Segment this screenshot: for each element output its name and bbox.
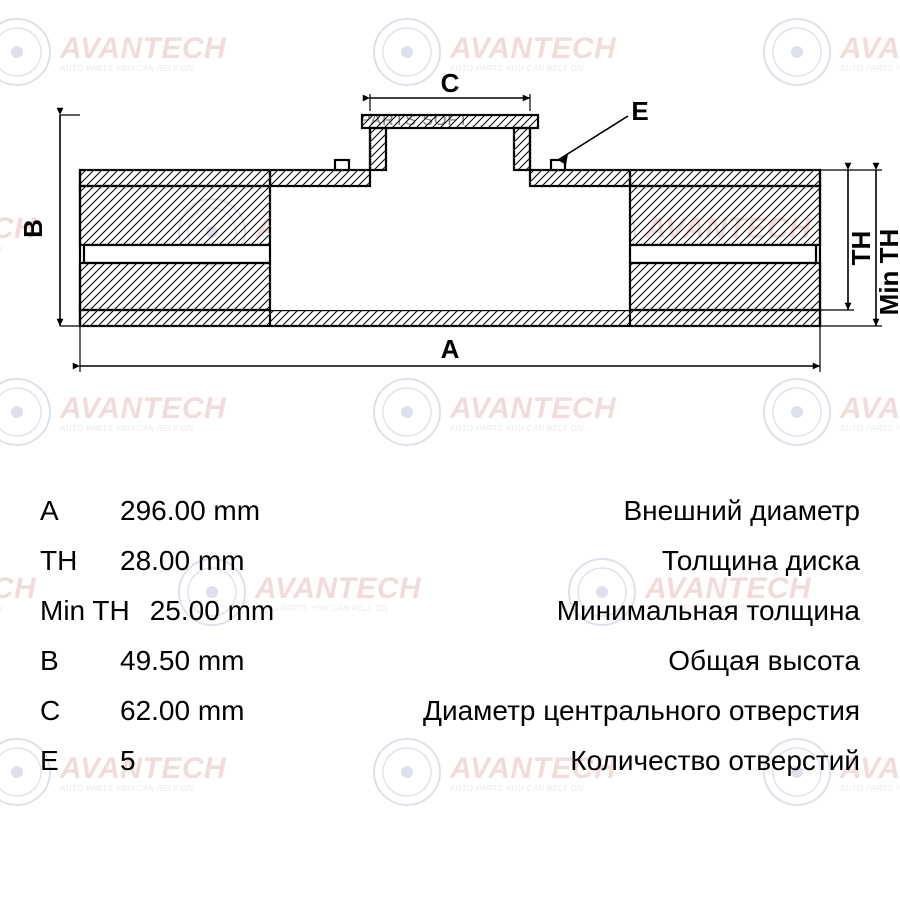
spec-row: C 62.00 mm Диаметр центрального отверсти… — [40, 695, 860, 727]
spec-value: 62.00 mm — [120, 695, 245, 727]
svg-text:C: C — [441, 68, 460, 98]
spec-code: B — [40, 645, 100, 677]
spec-value: 296.00 mm — [120, 495, 260, 527]
svg-text:TH: TH — [846, 231, 876, 266]
spec-code: Min TH — [40, 595, 130, 627]
spec-value: 49.50 mm — [120, 645, 245, 677]
svg-text:E: E — [631, 96, 648, 126]
spec-desc: Количество отверстий — [136, 745, 860, 777]
spec-desc: Толщина диска — [245, 545, 861, 577]
spec-row: E 5 Количество отверстий — [40, 745, 860, 777]
spec-value: 28.00 mm — [120, 545, 245, 577]
spec-row: Min TH 25.00 mm Минимальная толщина — [40, 595, 860, 627]
spec-value: 25.00 mm — [150, 595, 275, 627]
spec-code: TH — [40, 545, 100, 577]
spec-row: TH 28.00 mm Толщина диска — [40, 545, 860, 577]
spec-desc: Диаметр центрального отверстия — [245, 695, 861, 727]
content-layer: PARTS SOFT CEBATHMin TH A 296.00 mm Внеш… — [0, 0, 900, 900]
spec-row: A 296.00 mm Внешний диаметр — [40, 495, 860, 527]
svg-text:B: B — [18, 219, 48, 238]
spec-desc: Минимальная толщина — [274, 595, 860, 627]
svg-text:A: A — [441, 334, 460, 364]
spec-row: B 49.50 mm Общая высота — [40, 645, 860, 677]
spec-code: C — [40, 695, 100, 727]
specs-table: A 296.00 mm Внешний диаметр TH 28.00 mm … — [40, 495, 860, 795]
spec-code: A — [40, 495, 100, 527]
svg-text:Min TH: Min TH — [874, 229, 900, 316]
spec-code: E — [40, 745, 100, 777]
spec-value: 5 — [120, 745, 136, 777]
brake-disc-diagram: C E B A THMin TH — [0, 0, 900, 470]
spec-desc: Внешний диаметр — [260, 495, 860, 527]
spec-desc: Общая высота — [245, 645, 861, 677]
